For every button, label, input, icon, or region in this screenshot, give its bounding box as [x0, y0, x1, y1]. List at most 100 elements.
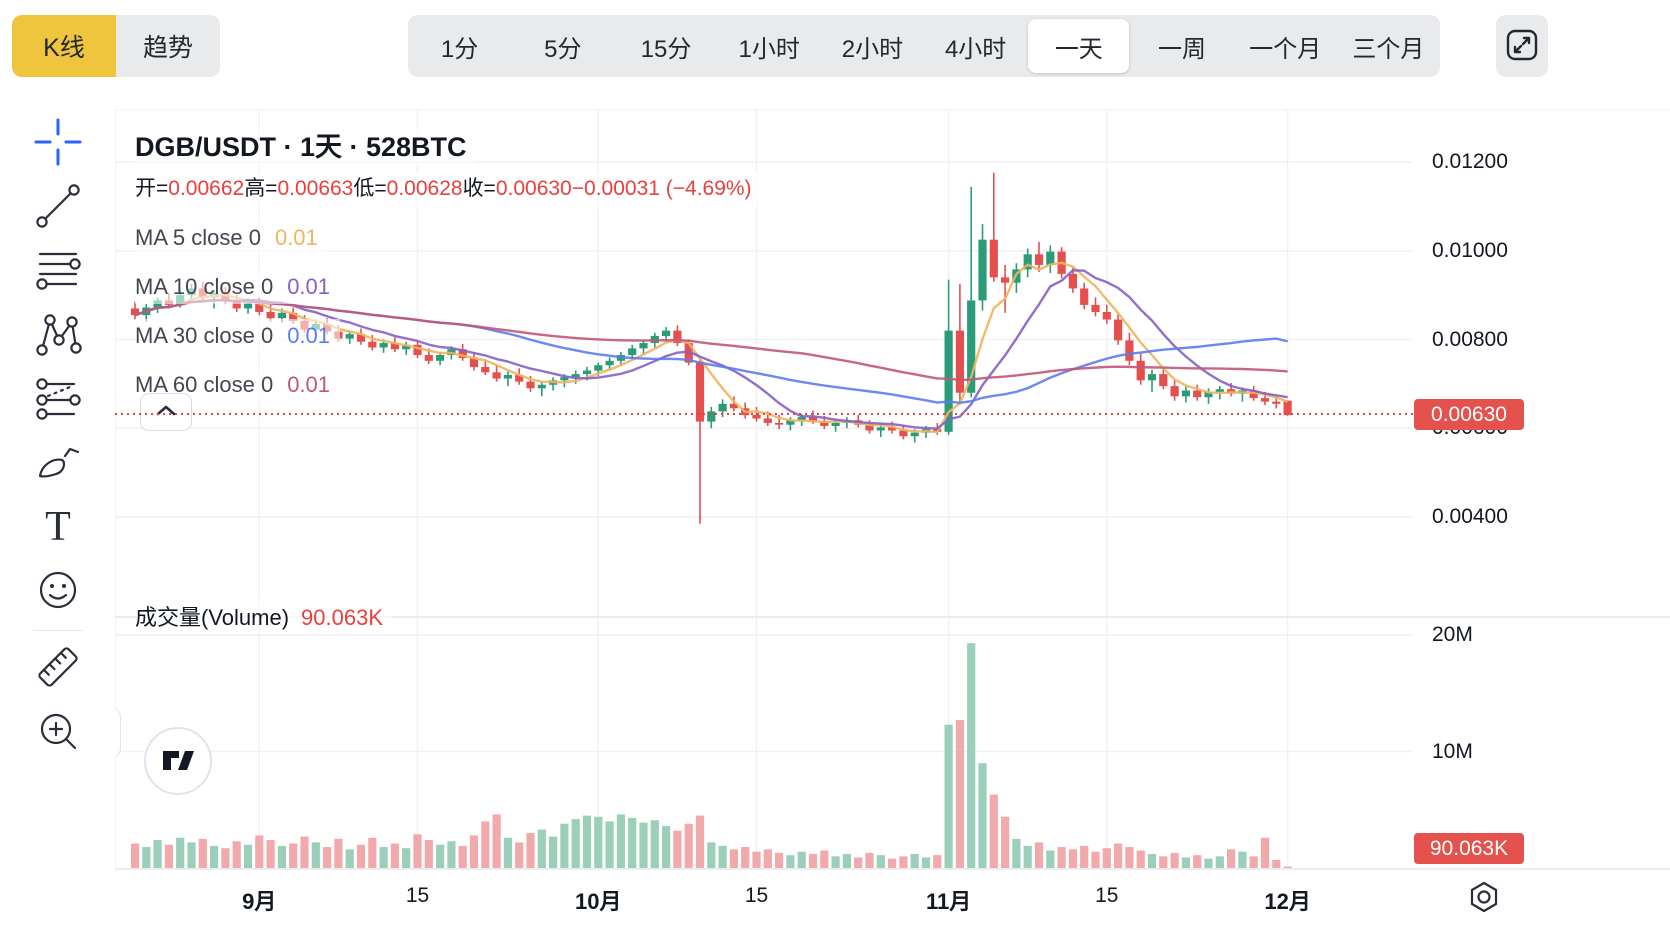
volume-bar [176, 837, 185, 868]
candle [582, 370, 592, 375]
ma-legend-row: MA 30 close 0 0.01 [135, 319, 341, 353]
candle [955, 330, 964, 393]
volume-series [130, 643, 1292, 868]
xabcd-pattern-tool[interactable] [10, 306, 106, 366]
ma-label: MA 10 close 0 [135, 274, 274, 299]
candle [594, 365, 603, 371]
volume-bar [797, 851, 806, 868]
candle [469, 358, 479, 368]
emoji-tool[interactable] [10, 562, 106, 622]
fullscreen-button[interactable] [1496, 15, 1548, 77]
crosshair-tool[interactable] [10, 114, 106, 174]
volume-bar [1238, 851, 1247, 868]
volume-bar [1272, 859, 1281, 868]
volume-bar [300, 836, 309, 868]
text-icon: T [32, 500, 84, 557]
candle [413, 344, 422, 356]
candle [820, 421, 829, 427]
candle [808, 417, 818, 422]
timeframe-5分[interactable]: 5分 [544, 35, 582, 63]
low-label: 低= [353, 177, 387, 200]
candle [1046, 251, 1055, 265]
volume-bar [379, 847, 388, 868]
volume-bar [967, 643, 976, 868]
timeframe-1小时[interactable]: 1小时 [738, 35, 800, 63]
timeframe-一周[interactable]: 一周 [1158, 35, 1207, 63]
forecast-tool[interactable] [10, 370, 106, 430]
volume-axis-label: 10M [1432, 739, 1473, 763]
candle [402, 344, 411, 350]
chart-type-K线[interactable]: K线 [12, 15, 116, 77]
volume-bar [662, 826, 671, 868]
timeframe-一个月[interactable]: 一个月 [1249, 35, 1322, 63]
price-axis-label: 0.01000 [1432, 238, 1508, 262]
volume-bar [616, 814, 625, 868]
brush-icon [32, 436, 84, 493]
volume-bar [865, 852, 874, 868]
ohlc-row: 开=0.00662 高=0.00663 低=0.00628 收=0.00630 … [135, 172, 760, 206]
ma-legend-row: MA 5 close 0 0.01 [135, 221, 328, 255]
candle [876, 427, 885, 431]
volume-bar [1057, 847, 1066, 868]
candle [1193, 390, 1202, 398]
volume-bar [481, 821, 490, 868]
candle [888, 427, 897, 431]
candle [1001, 277, 1010, 283]
ma-legend-row: MA 10 close 0 0.01 [135, 270, 341, 304]
ma60-line [134, 299, 1288, 382]
volume-bar [831, 856, 840, 868]
candle [515, 375, 524, 382]
volume-bar [266, 840, 275, 868]
zoom-in-tool[interactable] [10, 703, 106, 763]
timeframe-15分[interactable]: 15分 [640, 35, 692, 63]
axis-settings-button[interactable] [1466, 879, 1502, 922]
trend-line-tool[interactable] [10, 178, 106, 238]
volume-value: 90.063K [301, 605, 384, 630]
volume-bar [560, 823, 569, 868]
volume-bar [978, 763, 987, 868]
xabcd-pattern-icon [32, 308, 84, 365]
volume-bar [368, 837, 377, 868]
volume-bar [1204, 858, 1213, 868]
candle [1068, 273, 1077, 289]
volume-bar [289, 843, 298, 868]
candle [910, 432, 919, 437]
candle [345, 334, 354, 339]
timeframe-2小时[interactable]: 2小时 [841, 35, 904, 63]
volume-bar [605, 821, 614, 868]
volume-bar [684, 823, 693, 868]
candle [628, 348, 637, 356]
timeframe-1分[interactable]: 1分 [440, 35, 479, 63]
ma-label: MA 60 close 0 [135, 372, 274, 397]
candle [130, 308, 140, 316]
candle [786, 420, 795, 425]
volume-bar [842, 854, 851, 868]
ruler-icon [32, 641, 84, 698]
candle [944, 330, 953, 432]
volume-bar [899, 856, 908, 868]
chart-type-趋势[interactable]: 趋势 [116, 15, 220, 77]
brush-tool[interactable] [10, 434, 106, 494]
timeframe-一天[interactable]: 一天 [1028, 19, 1130, 73]
volume-bar [232, 841, 241, 868]
time-axis-label: 9月 [242, 889, 277, 914]
volume-bar [695, 815, 705, 868]
candle [695, 362, 705, 422]
text-tool[interactable]: T [10, 498, 106, 558]
ruler-tool[interactable] [10, 639, 106, 699]
volume-bar [921, 857, 931, 868]
candle [1091, 304, 1100, 312]
volume-bar [820, 850, 829, 868]
timeframe-4小时[interactable]: 4小时 [944, 35, 1007, 63]
fib-lines-tool[interactable] [10, 242, 106, 302]
volume-bar [187, 842, 196, 868]
legend-collapse-button[interactable] [140, 393, 192, 431]
volume-bar [571, 819, 580, 868]
candle [1102, 311, 1111, 320]
candle [537, 384, 546, 389]
ma-value: 0.01 [287, 323, 331, 348]
timeframe-三个月[interactable]: 三个月 [1352, 35, 1425, 63]
candle [289, 312, 298, 321]
volume-bar [164, 844, 173, 868]
